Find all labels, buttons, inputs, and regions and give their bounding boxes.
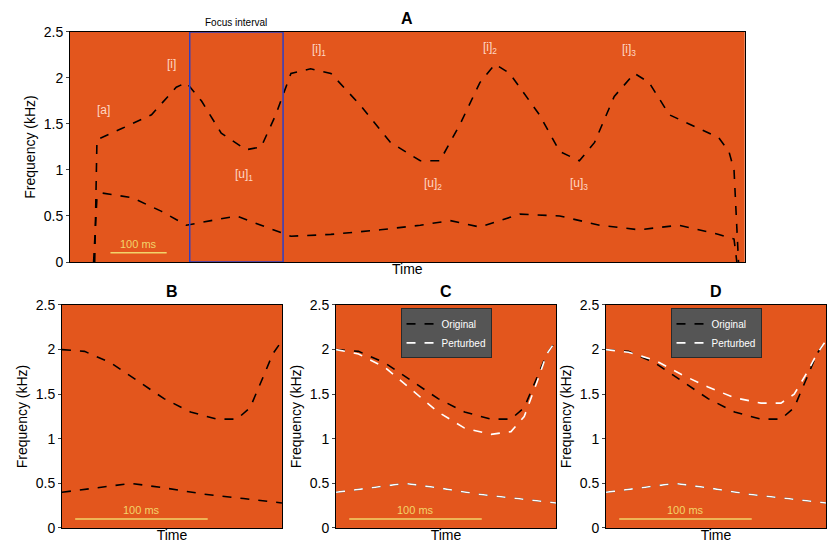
svg-text:D: D — [710, 283, 722, 300]
svg-text:Focus interval: Focus interval — [205, 17, 267, 28]
svg-text:0: 0 — [321, 520, 329, 536]
svg-text:0: 0 — [47, 520, 55, 536]
svg-text:Original: Original — [442, 319, 476, 330]
svg-text:[i]​2​: [i]​2​ — [483, 40, 497, 56]
svg-text:Time: Time — [157, 527, 188, 543]
svg-text:2.5: 2.5 — [580, 297, 600, 313]
svg-text:[a]: [a] — [97, 103, 110, 117]
svg-text:1: 1 — [321, 431, 329, 447]
svg-text:Frequency (kHz): Frequency (kHz) — [558, 365, 574, 468]
svg-text:0.5: 0.5 — [310, 475, 330, 491]
svg-text:[i]​3​: [i]​3​ — [622, 42, 636, 58]
svg-text:Time: Time — [392, 261, 423, 277]
svg-text:Frequency (kHz): Frequency (kHz) — [22, 95, 38, 198]
svg-text:100 ms: 100 ms — [397, 504, 434, 516]
svg-text:0: 0 — [591, 520, 599, 536]
svg-text:1.5: 1.5 — [310, 386, 330, 402]
svg-text:100 ms: 100 ms — [667, 504, 704, 516]
svg-text:2.5: 2.5 — [44, 24, 64, 40]
svg-text:2: 2 — [321, 341, 329, 357]
svg-text:C: C — [440, 283, 452, 300]
svg-text:A: A — [401, 10, 413, 27]
svg-text:2.5: 2.5 — [36, 297, 56, 313]
svg-text:[u]​2​: [u]​2​ — [424, 176, 442, 192]
svg-text:Original: Original — [712, 319, 746, 330]
svg-text:[u]​3​: [u]​3​ — [570, 176, 588, 192]
svg-text:[i]: [i] — [167, 57, 176, 71]
svg-text:Time: Time — [701, 527, 732, 543]
svg-text:2: 2 — [55, 70, 63, 86]
svg-text:1.5: 1.5 — [44, 116, 64, 132]
svg-text:2: 2 — [47, 341, 55, 357]
svg-text:1: 1 — [55, 162, 63, 178]
svg-text:1: 1 — [591, 431, 599, 447]
svg-text:1.5: 1.5 — [580, 386, 600, 402]
svg-text:2.5: 2.5 — [310, 297, 330, 313]
svg-text:0.5: 0.5 — [36, 475, 56, 491]
svg-text:B: B — [166, 283, 178, 300]
svg-text:0: 0 — [55, 254, 63, 270]
svg-text:Frequency (kHz): Frequency (kHz) — [14, 365, 30, 468]
svg-text:0.5: 0.5 — [580, 475, 600, 491]
svg-text:1: 1 — [47, 431, 55, 447]
svg-text:Time: Time — [431, 527, 462, 543]
svg-text:[i]​1​: [i]​1​ — [312, 42, 326, 58]
svg-text:1.5: 1.5 — [36, 386, 56, 402]
svg-text:Perturbed: Perturbed — [442, 338, 486, 349]
svg-text:0.5: 0.5 — [44, 208, 64, 224]
svg-text:Perturbed: Perturbed — [712, 338, 756, 349]
svg-text:[u]​1​: [u]​1​ — [235, 167, 253, 183]
svg-text:100 ms: 100 ms — [120, 238, 157, 250]
svg-text:2: 2 — [591, 341, 599, 357]
svg-text:100 ms: 100 ms — [123, 504, 160, 516]
svg-text:Frequency (kHz): Frequency (kHz) — [288, 365, 304, 468]
